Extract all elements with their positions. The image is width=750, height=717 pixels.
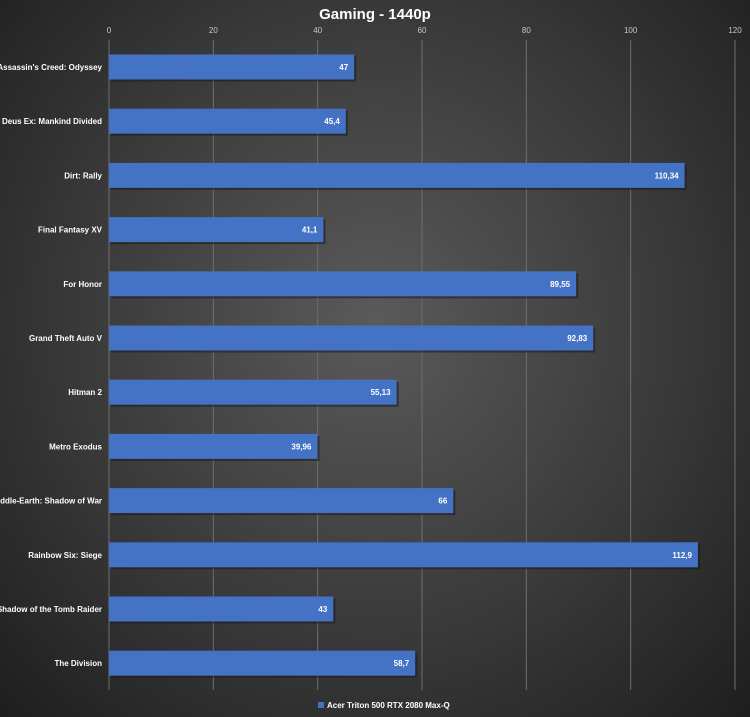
category-label: Assassin's Creed: Odyssey	[0, 63, 103, 72]
category-label: For Honor	[63, 280, 102, 289]
x-tick-label: 40	[313, 26, 322, 35]
x-tick-label: 80	[522, 26, 531, 35]
bar	[109, 379, 397, 405]
category-label: Deus Ex: Mankind Divided	[2, 117, 102, 126]
data-label: 110,34	[655, 171, 680, 180]
category-label: Dirt: Rally	[64, 171, 102, 180]
bar	[109, 54, 355, 80]
x-tick-label: 120	[728, 26, 742, 35]
data-label: 47	[339, 63, 348, 72]
chart-title: Gaming - 1440p	[319, 6, 431, 23]
x-axis-ticks: 0 20 40 60 80 100 120	[107, 26, 742, 35]
x-tick-label: 60	[418, 26, 427, 35]
data-label: 39,96	[291, 442, 312, 451]
data-label: 89,55	[550, 280, 571, 289]
data-label: 55,13	[371, 388, 392, 397]
category-label: Middle-Earth: Shadow of War	[0, 497, 102, 506]
category-label: Hitman 2	[68, 388, 102, 397]
category-labels: Assassin's Creed: Odyssey Deus Ex: Mankin…	[0, 63, 103, 668]
data-label: 41,1	[302, 226, 318, 235]
data-label: 45,4	[324, 117, 340, 126]
category-label: Grand Theft Auto V	[29, 334, 103, 343]
legend: Acer Triton 500 RTX 2080 Max-Q	[318, 701, 450, 710]
data-label: 112,9	[672, 551, 692, 560]
data-label: 66	[438, 497, 447, 506]
category-label: Rainbow Six: Siege	[28, 551, 102, 560]
category-label: Final Fantasy XV	[38, 226, 103, 235]
category-label: Metro Exodus	[49, 442, 102, 451]
gridlines	[108, 40, 736, 690]
bar	[109, 488, 454, 514]
data-label: 92,83	[567, 334, 588, 343]
bar	[109, 596, 334, 622]
data-label: 43	[318, 605, 327, 614]
x-tick-label: 100	[624, 26, 638, 35]
data-label: 58,7	[394, 659, 410, 668]
bar	[109, 271, 577, 297]
bar	[109, 325, 594, 351]
legend-swatch	[318, 702, 324, 708]
bar	[109, 433, 318, 459]
bar	[109, 108, 346, 134]
legend-label: Acer Triton 500 RTX 2080 Max-Q	[327, 701, 450, 710]
category-label: The Division	[54, 659, 102, 668]
bar	[109, 542, 698, 568]
bar	[109, 650, 416, 676]
x-tick-label: 0	[107, 26, 112, 35]
bar	[109, 217, 324, 243]
category-label: Shadow of the Tomb Raider	[0, 605, 102, 614]
x-tick-label: 20	[209, 26, 218, 35]
bars: 47 45,4 110,34 41,1 89,55 92,83 55,13 39,96 66 11…	[109, 54, 700, 678]
bar	[109, 162, 685, 188]
